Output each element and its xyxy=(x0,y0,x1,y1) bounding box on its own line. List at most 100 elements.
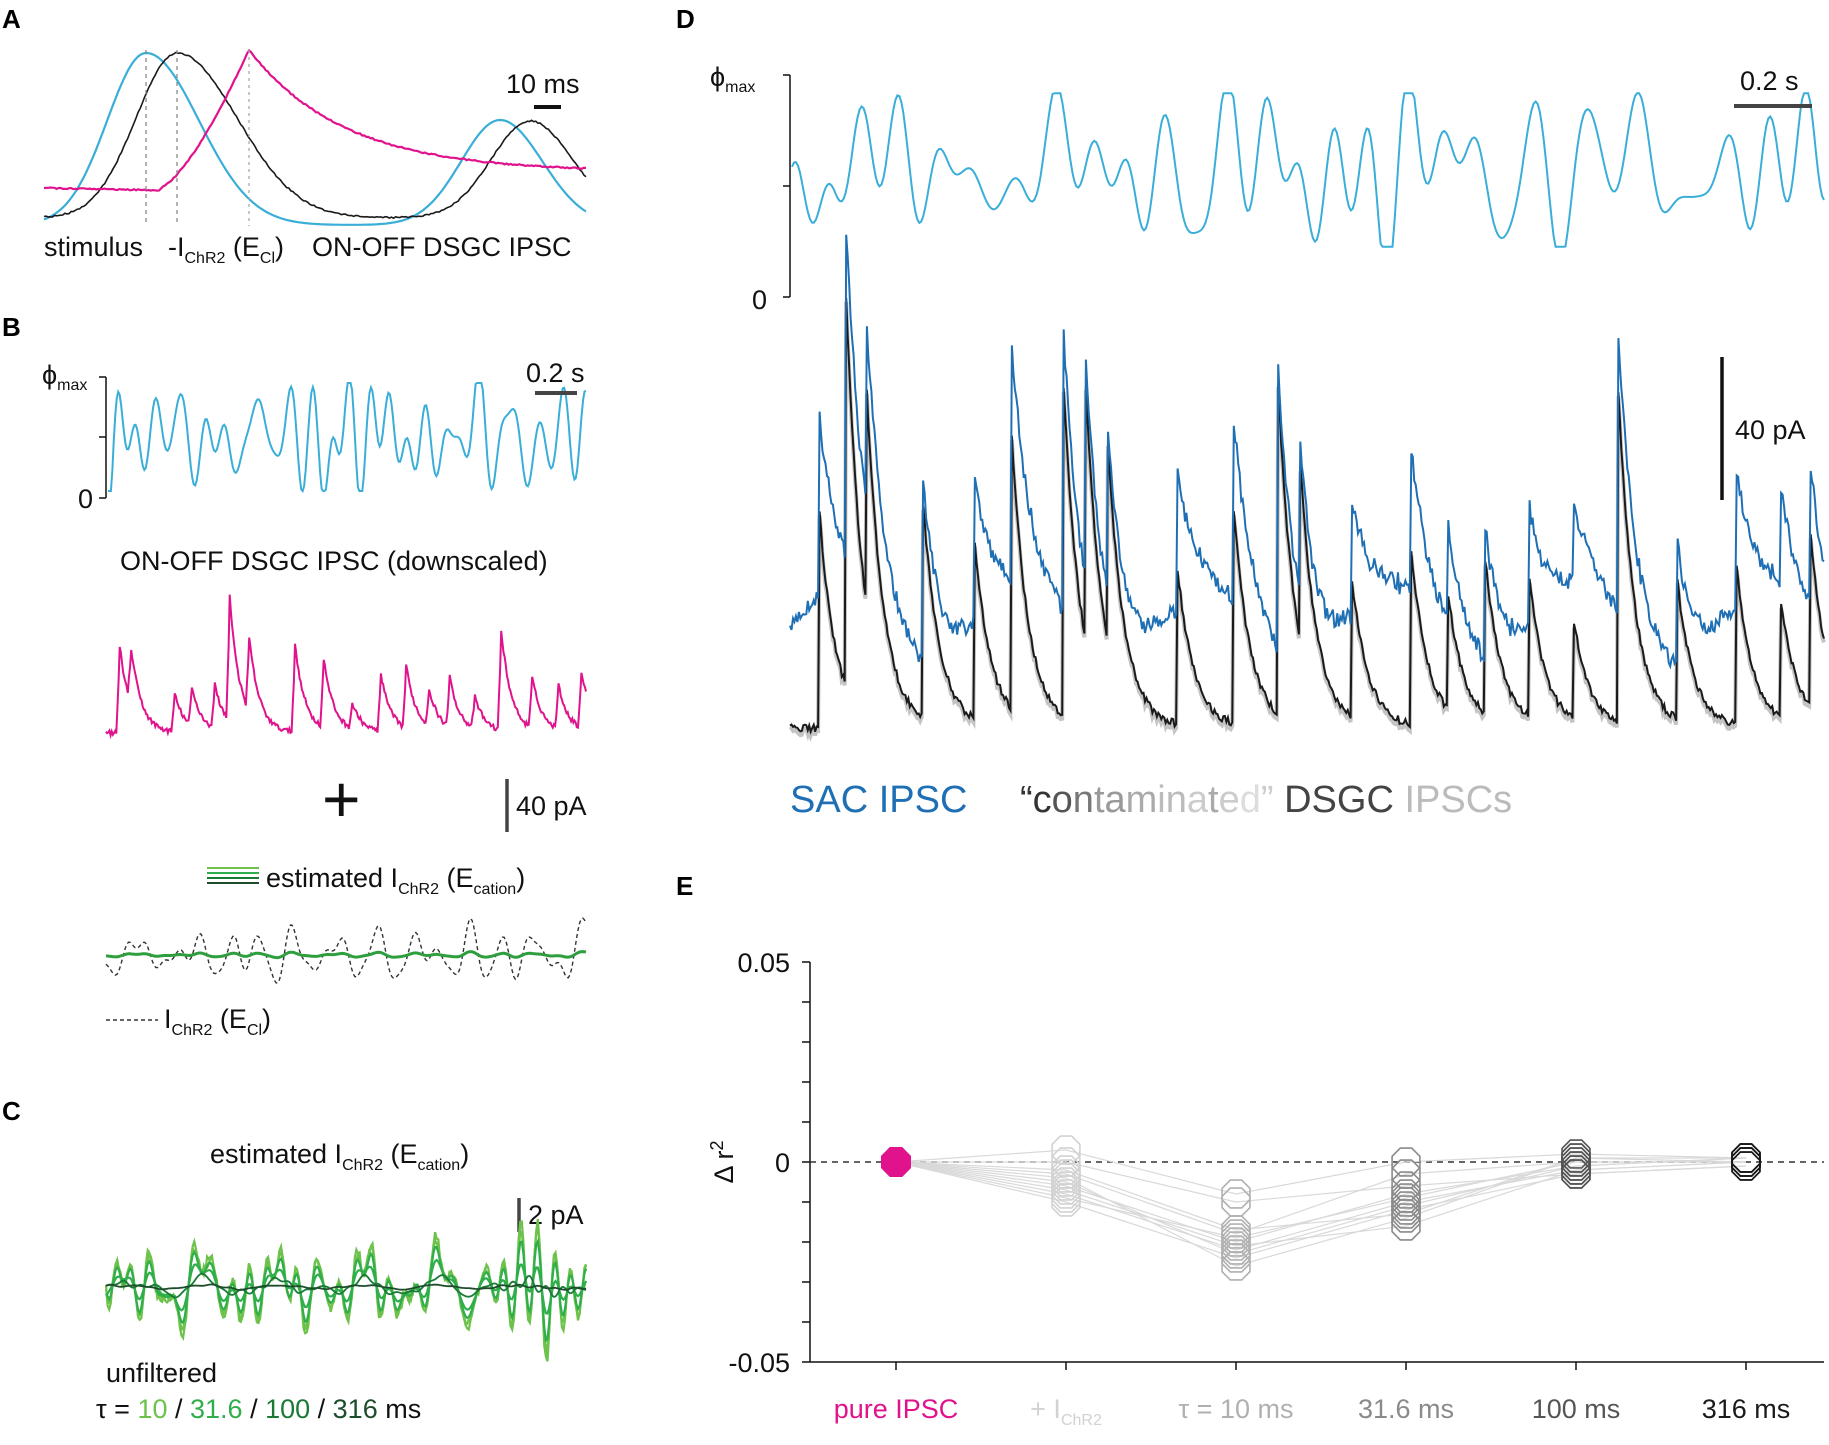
e-point xyxy=(1051,1147,1081,1177)
e-point xyxy=(1221,1215,1251,1245)
d-legend-ipscs: IPSCs xyxy=(1404,779,1512,821)
d-legend-quote-close: ” xyxy=(1261,779,1274,821)
panel-d-label: D xyxy=(676,4,695,34)
e-y-tick-label: 0.05 xyxy=(737,948,790,978)
e-category-label: 316 ms xyxy=(1702,1394,1791,1424)
b-ichr2-dashed-trace xyxy=(105,917,587,984)
b-time-scalebar-label: 0.2 s xyxy=(526,358,585,388)
c-est-post: ) xyxy=(460,1139,469,1169)
e-point xyxy=(1561,1143,1591,1173)
b-ichr2-legend-label: IChR2 (ECl) xyxy=(164,1004,271,1039)
b-ichr2-post: ) xyxy=(262,1004,271,1034)
e-replicate-line xyxy=(895,1157,1747,1255)
b-est-post: ) xyxy=(516,863,525,893)
c-tau-sep-2: / xyxy=(243,1394,266,1424)
e-replicate-line xyxy=(895,1149,1747,1195)
c-trace xyxy=(105,1272,587,1299)
e-category-label: τ = 10 ms xyxy=(1179,1394,1294,1424)
d-legend-char: e xyxy=(1219,779,1240,821)
b-ichr2-sub2: Cl xyxy=(247,1022,262,1039)
e-y-label: Δ r2 xyxy=(707,1140,739,1183)
a-ichr2-trace xyxy=(43,51,587,220)
e-point xyxy=(1221,1179,1251,1209)
d-legend-quote-open: “ xyxy=(1020,779,1033,821)
e-replicate-line xyxy=(895,1161,1746,1239)
d-phi-label: ϕmax xyxy=(710,62,755,96)
e-x-ticks xyxy=(895,1362,1747,1370)
e-replicate-line xyxy=(896,1161,1747,1203)
b-est-legend-label: estimated IChR2 (Ecation) xyxy=(266,863,525,898)
c-tau-legend: τ = 10 / 31.6 / 100 / 316 ms xyxy=(96,1394,421,1424)
b-est-legend-swatch xyxy=(207,867,259,884)
a-legend-ichr2-post: ) xyxy=(275,232,284,262)
e-category-label-main: + I xyxy=(1030,1394,1061,1424)
c-tau-sep-3: / xyxy=(310,1394,333,1424)
b-ichr2-sub: ChR2 xyxy=(172,1022,213,1039)
d-phi-sub: max xyxy=(725,79,755,96)
d-legend-sac: SAC IPSC xyxy=(790,779,967,821)
d-stimulus-trace xyxy=(791,92,1825,248)
c-unfiltered-label: unfiltered xyxy=(106,1358,217,1388)
e-y-tick-label: 0 xyxy=(775,1148,790,1178)
e-replicate-line xyxy=(895,1157,1746,1267)
b-est-ichr2-trace xyxy=(105,950,587,960)
a-legend-ichr2-sub2: Cl xyxy=(260,250,275,267)
c-tau-sep-1: / xyxy=(167,1394,190,1424)
c-est-mid: (E xyxy=(383,1139,418,1169)
c-trace xyxy=(105,1283,587,1291)
d-legend-char: c xyxy=(1033,779,1052,821)
e-point xyxy=(1561,1139,1591,1169)
d-time-scalebar-label: 0.2 s xyxy=(1740,66,1799,96)
b-amp-scalebar-label: 40 pA xyxy=(516,791,587,821)
b-est-sub: ChR2 xyxy=(398,881,439,898)
d-zero-label: 0 xyxy=(752,285,767,315)
e-category-labels: pure IPSC + IChR2 τ = 10 ms 31.6 ms 100 ms 31… xyxy=(834,1394,1791,1429)
d-phi: ϕ xyxy=(710,62,725,92)
panel-c-label: C xyxy=(2,1096,21,1126)
e-point xyxy=(1221,1239,1251,1269)
e-category-label: 100 ms xyxy=(1532,1394,1621,1424)
panel-d: D ϕmax 0 0.2 s 40 pA SAC IPSC “contamina… xyxy=(676,4,1826,821)
e-point xyxy=(1391,1147,1421,1177)
e-category-label-sub: ChR2 xyxy=(1061,1412,1102,1429)
c-trace xyxy=(105,1237,588,1344)
e-replicate-line xyxy=(895,1161,1747,1251)
a-legend-ichr2-sub: ChR2 xyxy=(185,250,226,267)
e-point xyxy=(1391,1191,1421,1221)
c-tau-31-6: 31.6 xyxy=(190,1394,243,1424)
panel-b: B ϕmax 0 0.2 s ON-OFF DSGC IPSC (downsca… xyxy=(2,312,587,1039)
panel-e-label: E xyxy=(676,871,693,901)
c-tau-10: 10 xyxy=(137,1394,167,1424)
c-est-sub: ChR2 xyxy=(342,1157,383,1174)
e-y-ticks: -0.05 0 0.05 xyxy=(728,948,810,1378)
d-contaminated-black-trace xyxy=(789,297,1825,735)
a-stimulus-trace xyxy=(43,51,587,226)
d-legend-char: t xyxy=(1208,779,1219,821)
e-point xyxy=(1731,1147,1761,1177)
d-sac-ipsc-trace xyxy=(789,234,1825,670)
c-tau-prefix: τ = xyxy=(96,1394,137,1424)
d-legend-char: n xyxy=(1166,779,1187,821)
e-y-label-sup: 2 xyxy=(707,1140,727,1150)
e-point xyxy=(1731,1143,1761,1173)
c-est-pre: estimated I xyxy=(210,1139,342,1169)
e-point xyxy=(1051,1155,1081,1185)
e-replicate-line xyxy=(895,1161,1747,1247)
d-legend-char: t xyxy=(1094,779,1105,821)
e-replicate-line xyxy=(895,1161,1746,1235)
c-tau-100: 100 xyxy=(265,1394,310,1424)
panel-a: A 10 ms stimulus -IChR2 (ECl) ON-OFF DSG… xyxy=(2,4,587,267)
c-tau-unit: ms xyxy=(378,1394,422,1424)
a-ipsc-trace xyxy=(43,48,587,192)
a-time-scalebar-label: 10 ms xyxy=(506,69,580,99)
a-legend-ichr2: -IChR2 (ECl) xyxy=(168,232,284,267)
c-tau-316: 316 xyxy=(333,1394,378,1424)
d-legend-char: a xyxy=(1187,779,1209,821)
a-legend-ichr2-mid: (E xyxy=(225,232,260,262)
d-legend-contaminated: “contaminated” DSGC IPSCs xyxy=(1020,779,1512,821)
e-category-label: + IChR2 xyxy=(1030,1394,1102,1429)
c-est-sub2: cation xyxy=(417,1157,460,1174)
e-points xyxy=(881,1135,1761,1281)
e-category-label: pure IPSC xyxy=(834,1394,959,1424)
